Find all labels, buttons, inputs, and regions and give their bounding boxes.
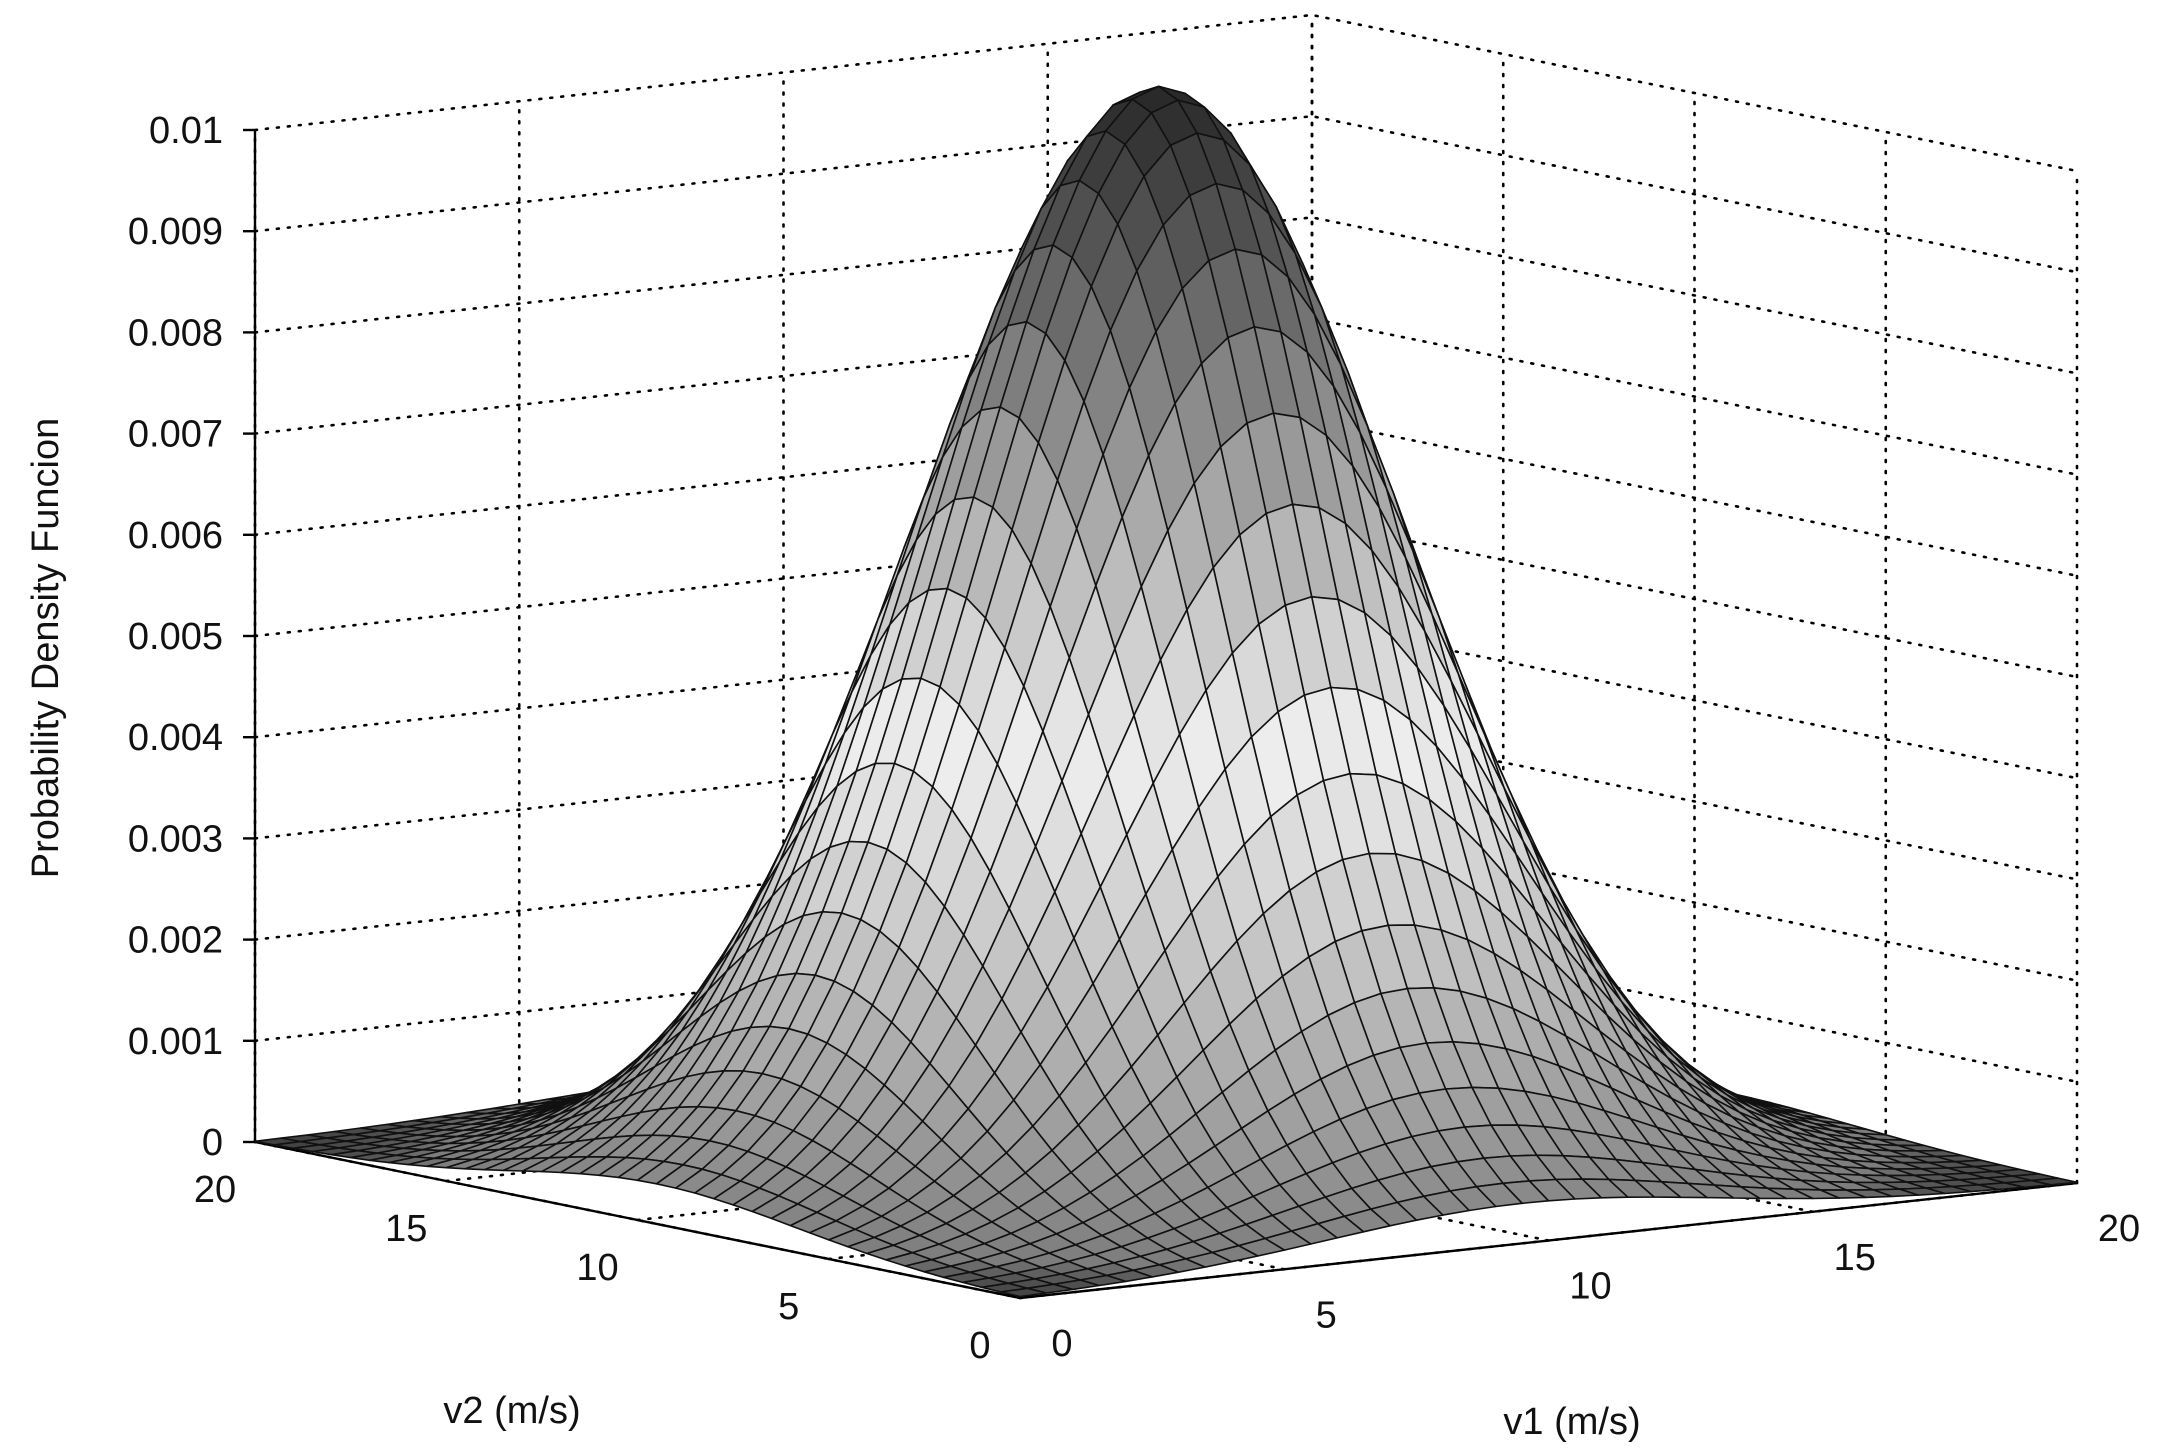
z-gridline [253, 823, 2079, 982]
v1-tick-label: 15 [1834, 1237, 1876, 1279]
v2-tick-label: 5 [778, 1286, 799, 1328]
z-tick-label: 0.003 [128, 818, 223, 860]
z-tick-label: 0.007 [128, 414, 223, 456]
axes-layer [243, 128, 2078, 1300]
surface-facet [1000, 1287, 1048, 1298]
v1-tick-label: 0 [1051, 1323, 1072, 1365]
z-tick-label: 0.005 [128, 616, 223, 658]
v2-axis-line [254, 1140, 1021, 1300]
v2-tick-label: 15 [385, 1208, 427, 1250]
z-tick-label: 0.004 [128, 717, 223, 759]
z-tick-label: 0 [202, 1122, 223, 1164]
z-gridline [253, 216, 2079, 375]
v1-axis-label: v1 (m/s) [1503, 1401, 1640, 1443]
v2-tick-label: 20 [194, 1169, 236, 1211]
z-gridline [253, 620, 2079, 780]
z-gridline [253, 13, 2079, 173]
z-tick-label: 0.002 [128, 920, 223, 962]
z-tick-label: 0.009 [128, 211, 223, 253]
z-gridline [253, 418, 2079, 578]
z-gridline [253, 722, 2079, 881]
z-axis-label: Probability Density Funcion [25, 418, 67, 878]
z-gridline [253, 114, 2079, 274]
surface-mesh [254, 85, 2078, 1298]
v2-axis-label: v2 (m/s) [443, 1390, 580, 1432]
z-tick-label: 0.001 [128, 1021, 223, 1063]
z-tick-label: 0.006 [128, 515, 223, 557]
v2-tick-label: 0 [969, 1325, 990, 1367]
z-gridline [253, 519, 2079, 679]
z-gridline [253, 924, 2079, 1084]
z-tick-label: 0.008 [128, 312, 223, 354]
v1-tick-label: 5 [1316, 1294, 1337, 1336]
z-gridline [253, 317, 2079, 476]
tick-labels: 0 0.001 0.002 0.003 0.004 0.005 0.006 0.007 0.00… [128, 110, 2140, 1367]
v1-tick-label: 10 [1569, 1266, 1611, 1308]
z-tick-label: 0.01 [149, 110, 223, 152]
v1-axis-line [1019, 1181, 2078, 1300]
v1-tick-label: 20 [2098, 1208, 2140, 1250]
v2-tick-label: 10 [576, 1247, 618, 1289]
